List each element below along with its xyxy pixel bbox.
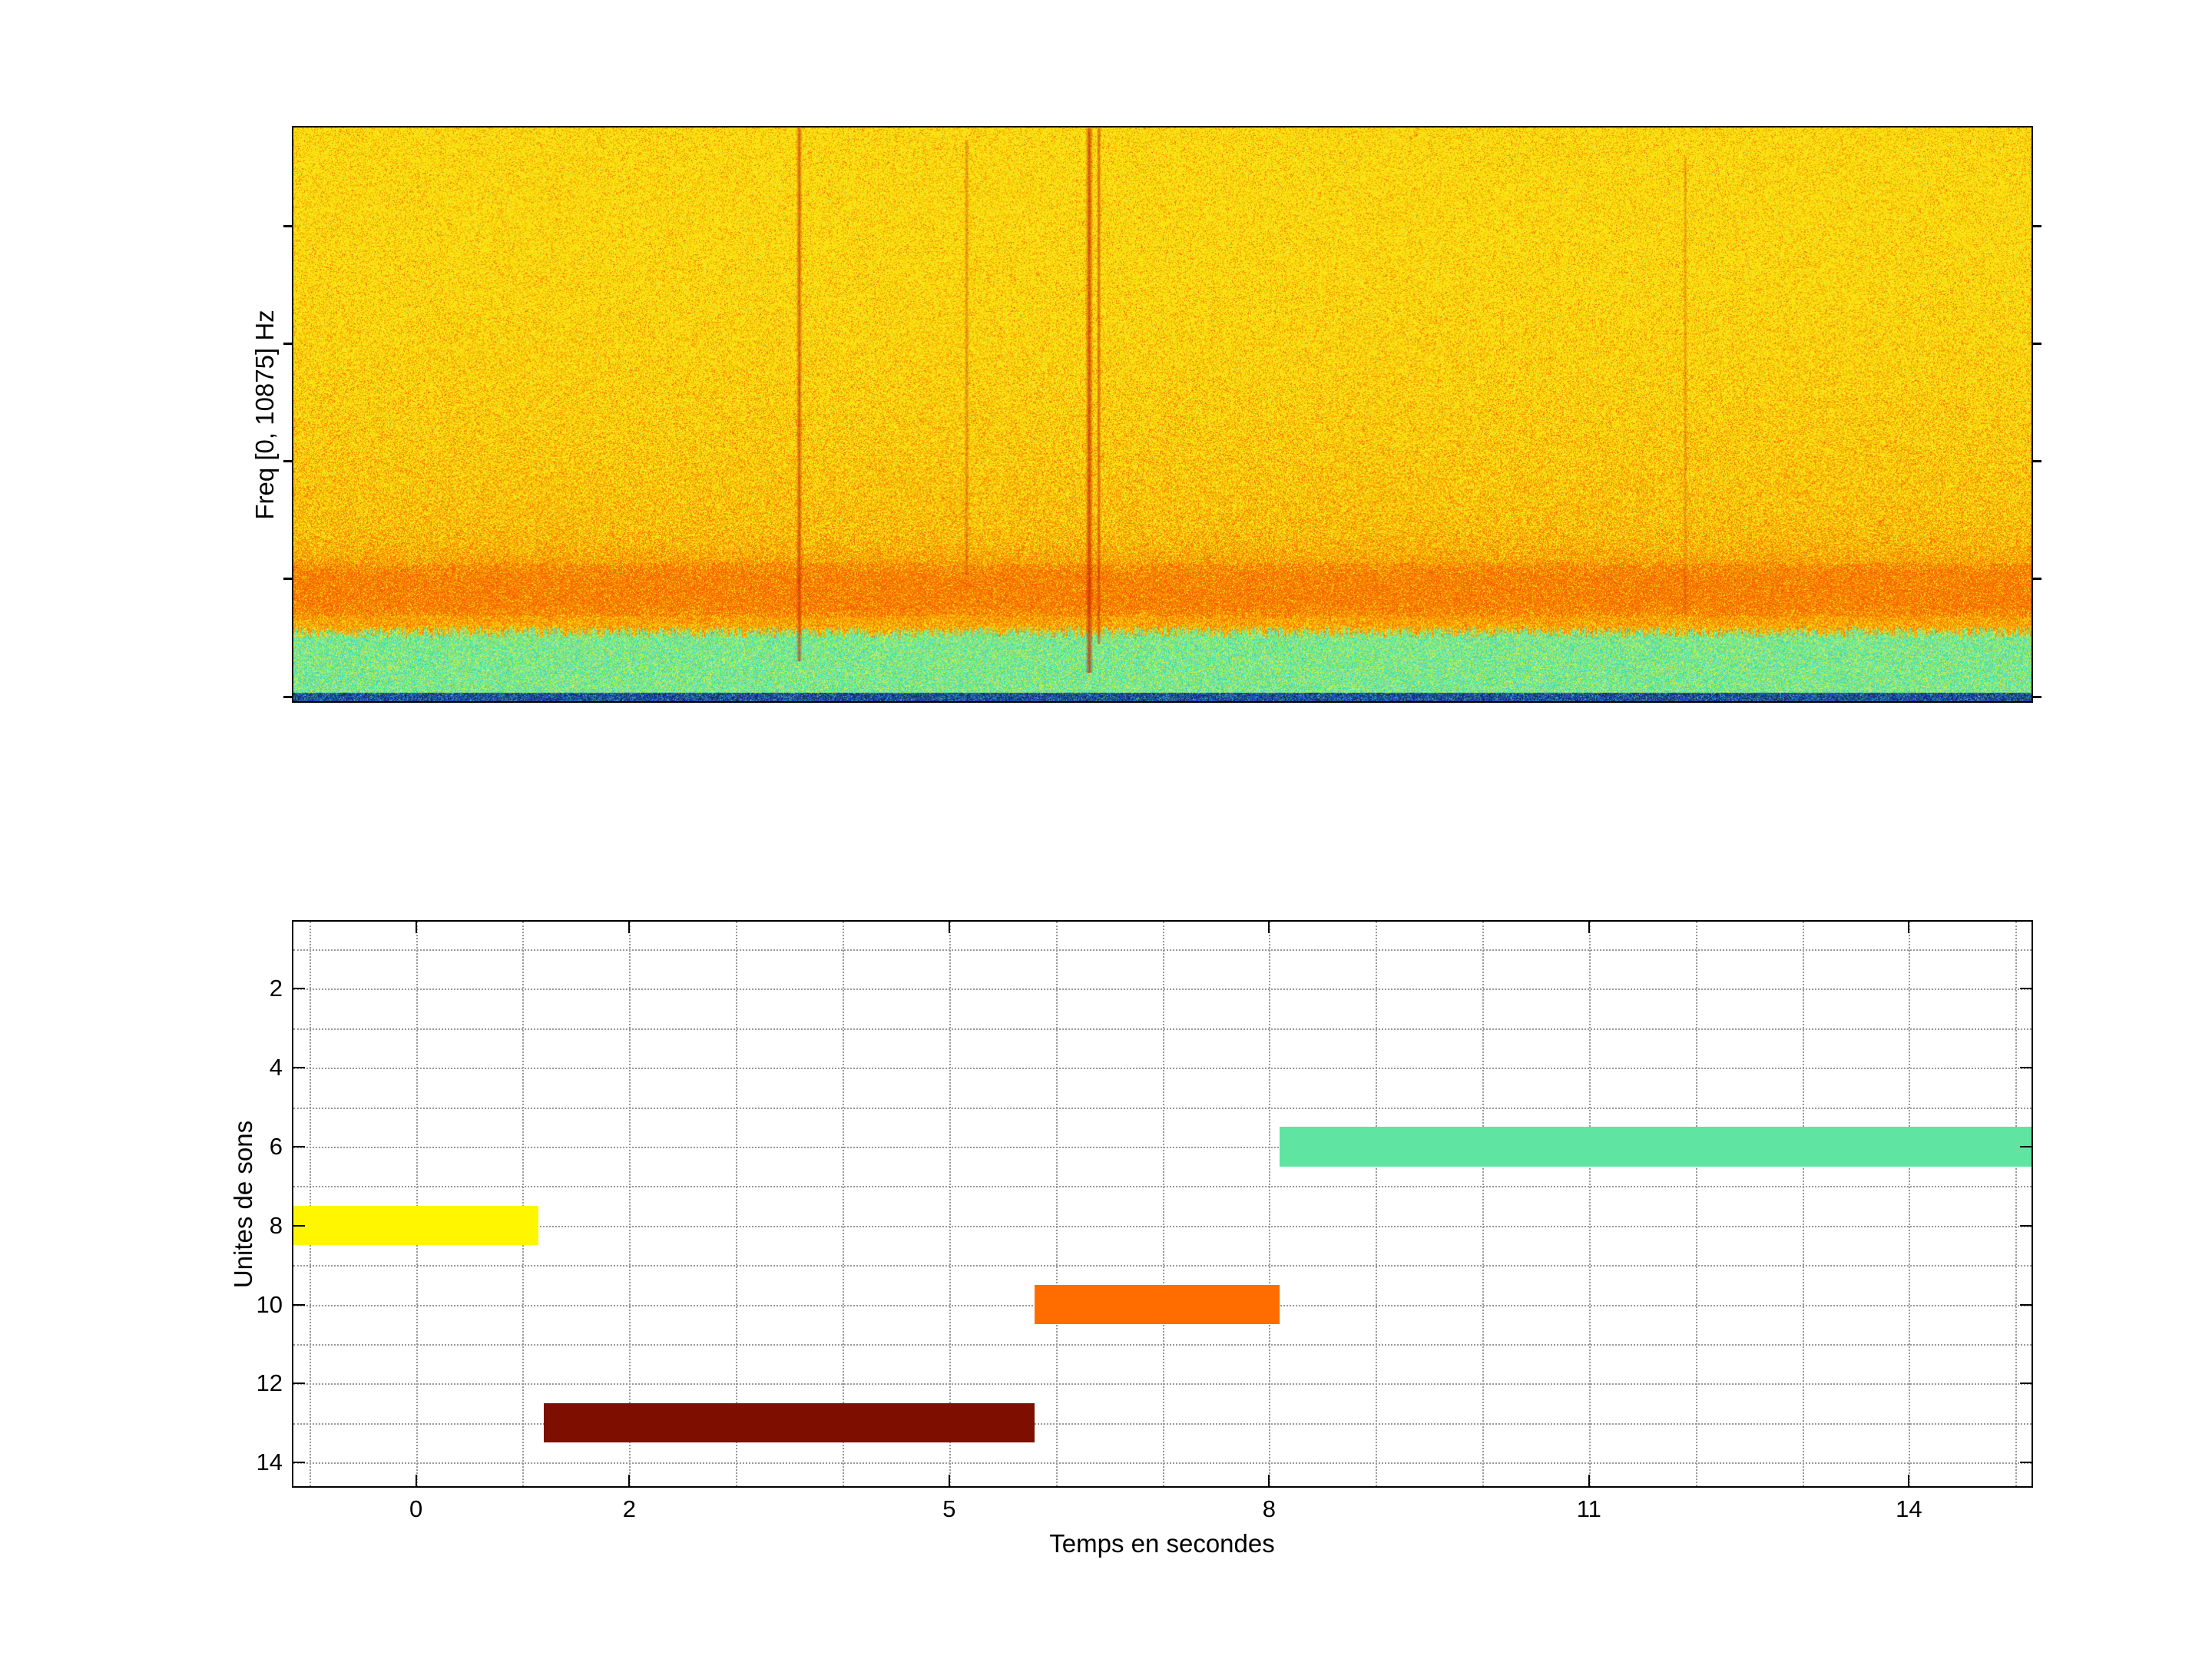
gridline-horizontal [293, 1265, 2032, 1267]
spectrogram-axis-tick [2032, 224, 2041, 227]
gridline-vertical [416, 922, 418, 1486]
gridline-vertical [1695, 922, 1697, 1486]
gridline-vertical [1162, 922, 1164, 1486]
gridline-vertical [522, 922, 525, 1486]
gridline-vertical [736, 922, 738, 1486]
y-tick-mark [2020, 1145, 2032, 1147]
gridline-vertical [1055, 922, 1058, 1486]
y-tick-mark [2020, 1382, 2032, 1385]
spectrogram-axis-tick [2032, 578, 2041, 581]
y-tick-label: 12 [256, 1369, 283, 1397]
gridline-horizontal [293, 949, 2032, 951]
x-tick-mark [415, 922, 417, 933]
x-tick-mark [948, 1475, 950, 1486]
activation-xlabel: Temps en secondes [1049, 1529, 1275, 1558]
gridline-horizontal [293, 1146, 2032, 1148]
gridline-vertical [629, 922, 631, 1486]
spectrogram-image [293, 127, 2032, 701]
gridline-vertical [1482, 922, 1484, 1486]
y-tick-mark [293, 1462, 305, 1464]
y-tick-mark [2020, 988, 2032, 990]
y-tick-mark [293, 1303, 305, 1306]
y-tick-label: 14 [256, 1449, 283, 1476]
y-tick-mark [293, 1145, 305, 1147]
gridline-horizontal [293, 1028, 2032, 1030]
activation-bar-unit-8 [293, 1206, 539, 1246]
gridline-horizontal [293, 1343, 2032, 1346]
y-tick-mark [293, 1224, 305, 1227]
spectrogram-axis-tick [283, 460, 293, 463]
gridline-horizontal [293, 1225, 2032, 1227]
y-tick-label: 6 [269, 1132, 283, 1160]
spectrogram-axis-tick [2032, 460, 2041, 463]
y-tick-mark [2020, 1303, 2032, 1306]
y-tick-label: 10 [256, 1290, 283, 1318]
activation-bar-unit-13 [544, 1403, 1035, 1443]
gridline-vertical [2015, 922, 2018, 1486]
gridline-vertical [1802, 922, 1804, 1486]
y-tick-mark [293, 1067, 305, 1069]
y-tick-mark [293, 1382, 305, 1385]
gridline-vertical [1376, 922, 1378, 1486]
x-tick-label: 5 [942, 1495, 956, 1522]
x-tick-mark [1268, 922, 1270, 933]
gridline-vertical [1269, 922, 1271, 1486]
gridline-vertical [1909, 922, 1911, 1486]
x-tick-mark [628, 922, 631, 933]
y-tick-mark [2020, 1462, 2032, 1464]
spectrogram-axis-tick [283, 695, 293, 698]
gridline-horizontal [293, 1068, 2032, 1070]
y-tick-mark [2020, 1067, 2032, 1069]
activation-axes: 0 2 5 8 11 14 2 4 6 8 10 12 14 [257, 920, 2033, 1522]
x-tick-label: 11 [1576, 1495, 1601, 1522]
spectrogram-axis-tick [283, 578, 293, 581]
x-tick-label: 14 [1896, 1495, 1922, 1522]
gridline-horizontal [293, 988, 2032, 991]
x-tick-label: 2 [622, 1495, 636, 1522]
gridline-horizontal [293, 1462, 2032, 1465]
x-tick-mark [1268, 1475, 1270, 1486]
x-tick-label: 0 [409, 1495, 423, 1522]
gridline-horizontal [293, 1186, 2032, 1188]
gridline-horizontal [293, 1107, 2032, 1109]
spectrogram-axis-tick [2032, 343, 2041, 346]
x-tick-label: 8 [1262, 1495, 1276, 1522]
x-tick-mark [415, 1475, 417, 1486]
spectrogram-axis-tick [283, 343, 293, 346]
activation-bar-unit-6 [1280, 1127, 2032, 1167]
spectrogram-axes [283, 126, 2041, 703]
x-tick-mark [1908, 922, 1910, 933]
gridline-horizontal [293, 1383, 2032, 1386]
y-tick-label: 8 [269, 1211, 283, 1239]
x-tick-mark [1908, 1475, 1910, 1486]
spectrogram-ylabel: Freq [0, 10875] Hz [250, 310, 279, 520]
gridline-vertical [842, 922, 844, 1486]
y-tick-label: 4 [269, 1054, 283, 1081]
gridline-horizontal [293, 1422, 2032, 1425]
x-tick-mark [628, 1475, 631, 1486]
x-tick-mark [1588, 922, 1590, 933]
y-tick-mark [293, 988, 305, 990]
x-tick-mark [1588, 1475, 1590, 1486]
y-tick-mark [2020, 1224, 2032, 1227]
spectrogram-axis-tick [283, 224, 293, 227]
gridline-vertical [1588, 922, 1591, 1486]
gridline-vertical [309, 922, 311, 1486]
y-tick-label: 2 [269, 975, 283, 1002]
x-tick-mark [948, 922, 950, 933]
activation-ylabel: Unites de sons [229, 1120, 257, 1289]
spectrogram-axis-tick [2032, 695, 2041, 698]
gridline-vertical [949, 922, 951, 1486]
activation-bar-unit-10 [1034, 1284, 1280, 1325]
